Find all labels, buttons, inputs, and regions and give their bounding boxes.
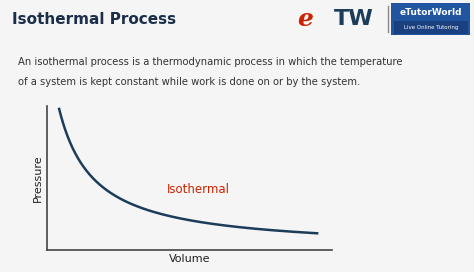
Y-axis label: Pressure: Pressure (33, 154, 43, 202)
Text: e: e (298, 7, 313, 31)
Text: Isothermal Process: Isothermal Process (12, 11, 176, 27)
Text: Isothermal: Isothermal (167, 183, 230, 196)
FancyBboxPatch shape (391, 3, 470, 35)
X-axis label: Volume: Volume (169, 254, 210, 264)
Text: An isothermal process is a thermodynamic process in which the temperature: An isothermal process is a thermodynamic… (18, 57, 402, 67)
FancyBboxPatch shape (394, 21, 468, 33)
Text: TW: TW (334, 9, 373, 29)
Text: of a system is kept constant while work is done on or by the system.: of a system is kept constant while work … (18, 77, 360, 87)
Text: eTutorWorld: eTutorWorld (400, 8, 462, 17)
Text: Live Online Tutoring: Live Online Tutoring (403, 24, 458, 30)
